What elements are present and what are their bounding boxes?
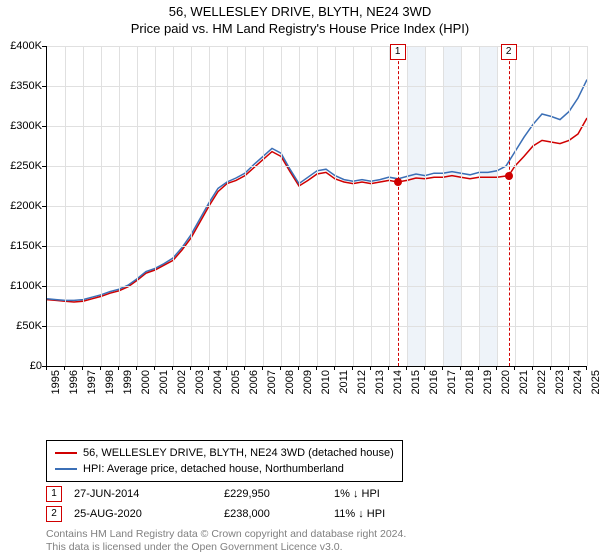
x-tick-label: 2014	[392, 370, 404, 394]
sale-marker-box: 2	[501, 44, 517, 60]
legend: 56, WELLESLEY DRIVE, BLYTH, NE24 3WD (de…	[46, 440, 403, 482]
sale-date: 27-JUN-2014	[74, 488, 224, 500]
x-tick-label: 2010	[320, 370, 332, 394]
sale-price: £229,950	[224, 488, 334, 500]
sale-marker-line	[398, 46, 399, 366]
sale-price: £238,000	[224, 508, 334, 520]
x-tick-label: 2000	[140, 370, 152, 394]
y-tick-label: £100K	[10, 280, 42, 292]
x-tick-label: 2021	[518, 370, 530, 394]
sale-diff: 1% ↓ HPI	[334, 488, 434, 500]
x-tick-label: 2004	[212, 370, 224, 394]
y-tick-label: £250K	[10, 160, 42, 172]
y-tick-label: £300K	[10, 120, 42, 132]
x-tick-label: 1998	[104, 370, 116, 394]
plot-area: 12	[46, 46, 587, 367]
x-tick-label: 2025	[590, 370, 600, 394]
y-tick-label: £0	[30, 360, 42, 372]
sale-marker-dot	[394, 178, 402, 186]
x-tick-label: 2013	[374, 370, 386, 394]
sale-marker-box: 1	[390, 44, 406, 60]
x-tick-label: 2017	[446, 370, 458, 394]
license-note: Contains HM Land Registry data © Crown c…	[46, 528, 406, 554]
y-tick-label: £50K	[16, 320, 42, 332]
x-tick-label: 2011	[338, 370, 350, 394]
x-tick-label: 2020	[500, 370, 512, 394]
legend-swatch	[55, 468, 77, 470]
legend-item: 56, WELLESLEY DRIVE, BLYTH, NE24 3WD (de…	[55, 445, 394, 461]
x-tick-label: 2022	[536, 370, 548, 394]
sale-marker-icon: 1	[46, 486, 62, 502]
x-tick-label: 2018	[464, 370, 476, 394]
sales-table: 1 27-JUN-2014 £229,950 1% ↓ HPI 2 25-AUG…	[46, 484, 434, 524]
x-tick-label: 2024	[572, 370, 584, 394]
sale-marker-icon: 2	[46, 506, 62, 522]
y-tick-label: £200K	[10, 200, 42, 212]
sale-diff: 11% ↓ HPI	[334, 508, 434, 520]
x-tick-label: 1997	[86, 370, 98, 394]
x-tick-label: 2016	[428, 370, 440, 394]
x-tick-label: 2012	[356, 370, 368, 394]
x-tick-label: 2007	[266, 370, 278, 394]
x-tick-label: 2009	[302, 370, 314, 394]
license-line: This data is licensed under the Open Gov…	[46, 541, 406, 554]
x-tick-label: 1995	[50, 370, 62, 394]
page-title: 56, WELLESLEY DRIVE, BLYTH, NE24 3WD	[0, 4, 600, 19]
x-tick-label: 2001	[158, 370, 170, 394]
y-tick-label: £350K	[10, 80, 42, 92]
sale-marker-line	[509, 46, 510, 366]
legend-label: 56, WELLESLEY DRIVE, BLYTH, NE24 3WD (de…	[83, 447, 394, 459]
sales-row: 1 27-JUN-2014 £229,950 1% ↓ HPI	[46, 484, 434, 504]
price-chart: 12 £0£50K£100K£150K£200K£250K£300K£350K£…	[0, 40, 600, 420]
y-tick-label: £400K	[10, 40, 42, 52]
license-line: Contains HM Land Registry data © Crown c…	[46, 528, 406, 541]
x-tick-label: 1996	[68, 370, 80, 394]
x-tick-label: 2008	[284, 370, 296, 394]
y-tick-label: £150K	[10, 240, 42, 252]
page-subtitle: Price paid vs. HM Land Registry's House …	[0, 21, 600, 36]
sales-row: 2 25-AUG-2020 £238,000 11% ↓ HPI	[46, 504, 434, 524]
x-tick-label: 2003	[194, 370, 206, 394]
sale-marker-dot	[505, 172, 513, 180]
x-tick-label: 2015	[410, 370, 422, 394]
x-tick-label: 2002	[176, 370, 188, 394]
legend-label: HPI: Average price, detached house, Nort…	[83, 463, 344, 475]
sale-date: 25-AUG-2020	[74, 508, 224, 520]
x-tick-label: 2023	[554, 370, 566, 394]
x-tick-label: 2019	[482, 370, 494, 394]
legend-item: HPI: Average price, detached house, Nort…	[55, 461, 394, 477]
x-tick-label: 1999	[122, 370, 134, 394]
legend-swatch	[55, 452, 77, 454]
x-tick-label: 2005	[230, 370, 242, 394]
x-tick-label: 2006	[248, 370, 260, 394]
